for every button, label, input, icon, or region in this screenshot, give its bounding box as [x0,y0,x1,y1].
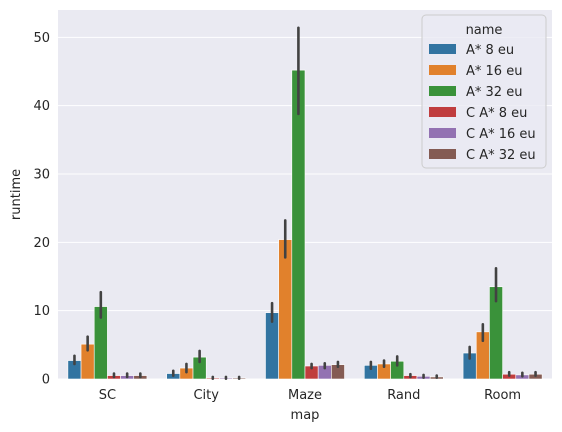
legend-entry: A* 8 eu [466,43,514,58]
x-tick-label: City [193,388,219,403]
y-tick-label: 40 [33,99,50,114]
x-tick-label: SC [99,388,116,403]
legend-entry: C A* 8 eu [466,106,527,121]
x-tick-label: Rand [387,388,420,403]
y-tick-label: 30 [33,168,50,183]
legend-swatch [429,128,456,138]
y-tick-label: 20 [33,236,50,251]
x-tick-label: Room [484,388,521,403]
legend-entry: C A* 16 eu [466,127,536,142]
x-axis-label: map [291,408,320,423]
legend-title: name [466,23,503,38]
legend-swatch [429,65,456,75]
y-tick-label: 50 [33,31,50,46]
legend: name A* 8 eu A* 16 eu A* 32 eu C A* 8 eu C A… [421,14,547,169]
x-tick-labels: SC City Maze Rand Room [99,388,521,403]
bar [291,69,306,380]
bar [278,239,293,380]
legend-entry: A* 16 eu [466,64,522,79]
legend-swatch [429,44,456,54]
legend-swatch [429,107,456,117]
y-tick-label: 0 [42,373,50,388]
legend-swatch [429,86,456,96]
bar-layer [67,69,543,380]
y-axis-label: runtime [9,169,24,220]
legend-entry: A* 32 eu [466,85,522,100]
error-bar-layer [73,26,537,380]
x-tick-label: Maze [288,388,322,403]
y-tick-label: 10 [33,304,50,319]
y-tick-labels: 0 10 20 30 40 50 [33,31,50,388]
legend-entry: C A* 32 eu [466,148,536,163]
legend-swatch [429,149,456,159]
